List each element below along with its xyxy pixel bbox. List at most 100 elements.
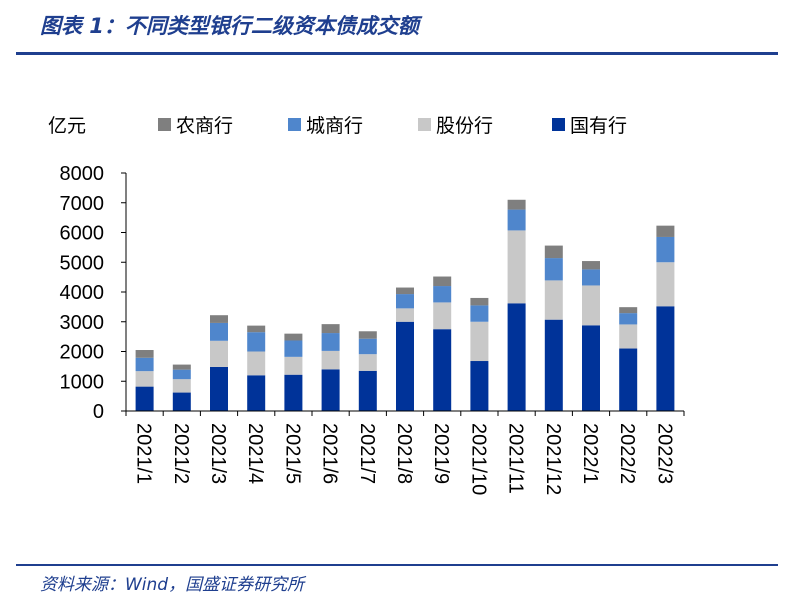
x-tick-label: 2021/7 [356, 423, 378, 484]
bar-segment [507, 230, 526, 304]
legend-swatch [552, 118, 565, 131]
bar-segment [321, 350, 340, 370]
legend-label: 农商行 [176, 115, 233, 137]
bar-segment [284, 340, 303, 357]
bar-segment [470, 297, 489, 306]
legend-swatch [418, 118, 431, 131]
bar-segment [582, 285, 600, 326]
x-axis: 2021/1 2021/2 2021/3 2021/4 2021/5 2021/6 2021… [125, 410, 685, 495]
legend-label: 股份行 [436, 115, 493, 137]
x-tick-label: 2021/6 [319, 423, 341, 484]
bar-segment [470, 361, 489, 411]
bar-segment [358, 370, 377, 411]
bar-segment [210, 366, 228, 411]
bar-segment [619, 313, 638, 325]
source-divider [16, 564, 778, 566]
bar-segment [172, 379, 191, 393]
x-tick-label: 2021/1 [133, 423, 155, 484]
bars [135, 199, 675, 411]
x-tick-label: 2022/2 [616, 423, 638, 484]
y-tick-label: 3000 [60, 312, 105, 334]
bar-segment [172, 364, 191, 370]
bar-segment [210, 340, 228, 367]
bar-segment [321, 333, 340, 351]
x-tick-label: 2022/3 [653, 423, 675, 484]
bar-segment [582, 261, 600, 270]
bar-segment [135, 357, 154, 372]
bar-segment [433, 276, 452, 287]
bar-segment [247, 332, 266, 352]
bar-segment [210, 322, 228, 341]
bar-segment [433, 286, 452, 303]
legend-swatch [158, 118, 171, 131]
bar-segment [582, 325, 600, 411]
bar-segment [470, 305, 489, 322]
bar-segment [396, 308, 414, 322]
unit-label: 亿元 [48, 115, 86, 137]
y-tick-label: 4000 [60, 282, 105, 304]
bar-segment [284, 333, 303, 341]
bar-segment [544, 245, 563, 259]
bar-segment [247, 375, 266, 411]
bar-segment [135, 371, 154, 387]
x-tick-label: 2021/5 [281, 423, 303, 484]
bar-segment [619, 324, 638, 349]
y-tick-label: 1000 [60, 371, 105, 393]
y-tick-label: 6000 [60, 223, 105, 245]
x-tick-label: 2021/12 [542, 423, 564, 495]
legend-label: 国有行 [570, 115, 627, 137]
bar-segment [172, 392, 191, 411]
bar-segment [284, 356, 303, 375]
x-tick-label: 2021/9 [430, 423, 452, 484]
bar-segment [619, 307, 638, 314]
bar-segment [210, 315, 228, 323]
x-tick-label: 2021/2 [170, 423, 192, 484]
bar-segment [544, 319, 563, 411]
y-tick-label: 5000 [60, 252, 105, 274]
x-tick-label: 2021/8 [393, 423, 415, 484]
bar-segment [656, 306, 675, 411]
bar-segment [433, 302, 452, 330]
bar-segment [656, 225, 675, 237]
legend: 农商行 城商行 股份行 国有行 [158, 115, 627, 137]
bar-segment [358, 354, 377, 371]
bar-segment [619, 348, 638, 411]
x-tick-label: 2021/11 [505, 423, 527, 494]
bar-segment [135, 386, 154, 411]
bar-segment [396, 287, 414, 295]
bar-segment [321, 324, 340, 334]
x-tick-label: 2022/1 [579, 423, 601, 484]
bar-segment [433, 329, 452, 411]
bar-segment [396, 321, 414, 411]
y-tick-label: 2000 [60, 342, 105, 364]
legend-label: 城商行 [306, 115, 363, 137]
x-tick-label: 2021/3 [207, 423, 229, 484]
bar-segment [507, 199, 526, 210]
bar-segment [656, 236, 675, 263]
bar-segment [247, 351, 266, 376]
legend-swatch [288, 118, 301, 131]
chart-title: 图表 1：不同类型银行二级资本债成交额 [40, 14, 419, 38]
x-tick-label: 2021/4 [244, 423, 266, 484]
bar-segment [172, 369, 191, 380]
y-tick-label: 8000 [60, 163, 105, 185]
bar-segment [135, 350, 154, 358]
bar-segment [544, 258, 563, 281]
bar-segment [544, 280, 563, 320]
y-tick-label: 7000 [60, 193, 105, 215]
bar-segment [358, 331, 377, 339]
x-tick-label: 2021/10 [467, 423, 489, 495]
bar-segment [656, 262, 675, 307]
bar-segment [507, 303, 526, 411]
y-axis: 0 1000 2000 3000 4000 5000 6000 7000 8000 [60, 163, 127, 423]
bar-segment [284, 374, 303, 411]
source-note: 资料来源：Wind，国盛证券研究所 [40, 575, 305, 595]
title-divider [16, 52, 778, 55]
bar-segment [321, 369, 340, 411]
bar-segment [507, 209, 526, 231]
bar-segment [396, 294, 414, 309]
bar-segment [470, 321, 489, 362]
bar-segment [582, 269, 600, 286]
bar-segment [358, 338, 377, 355]
